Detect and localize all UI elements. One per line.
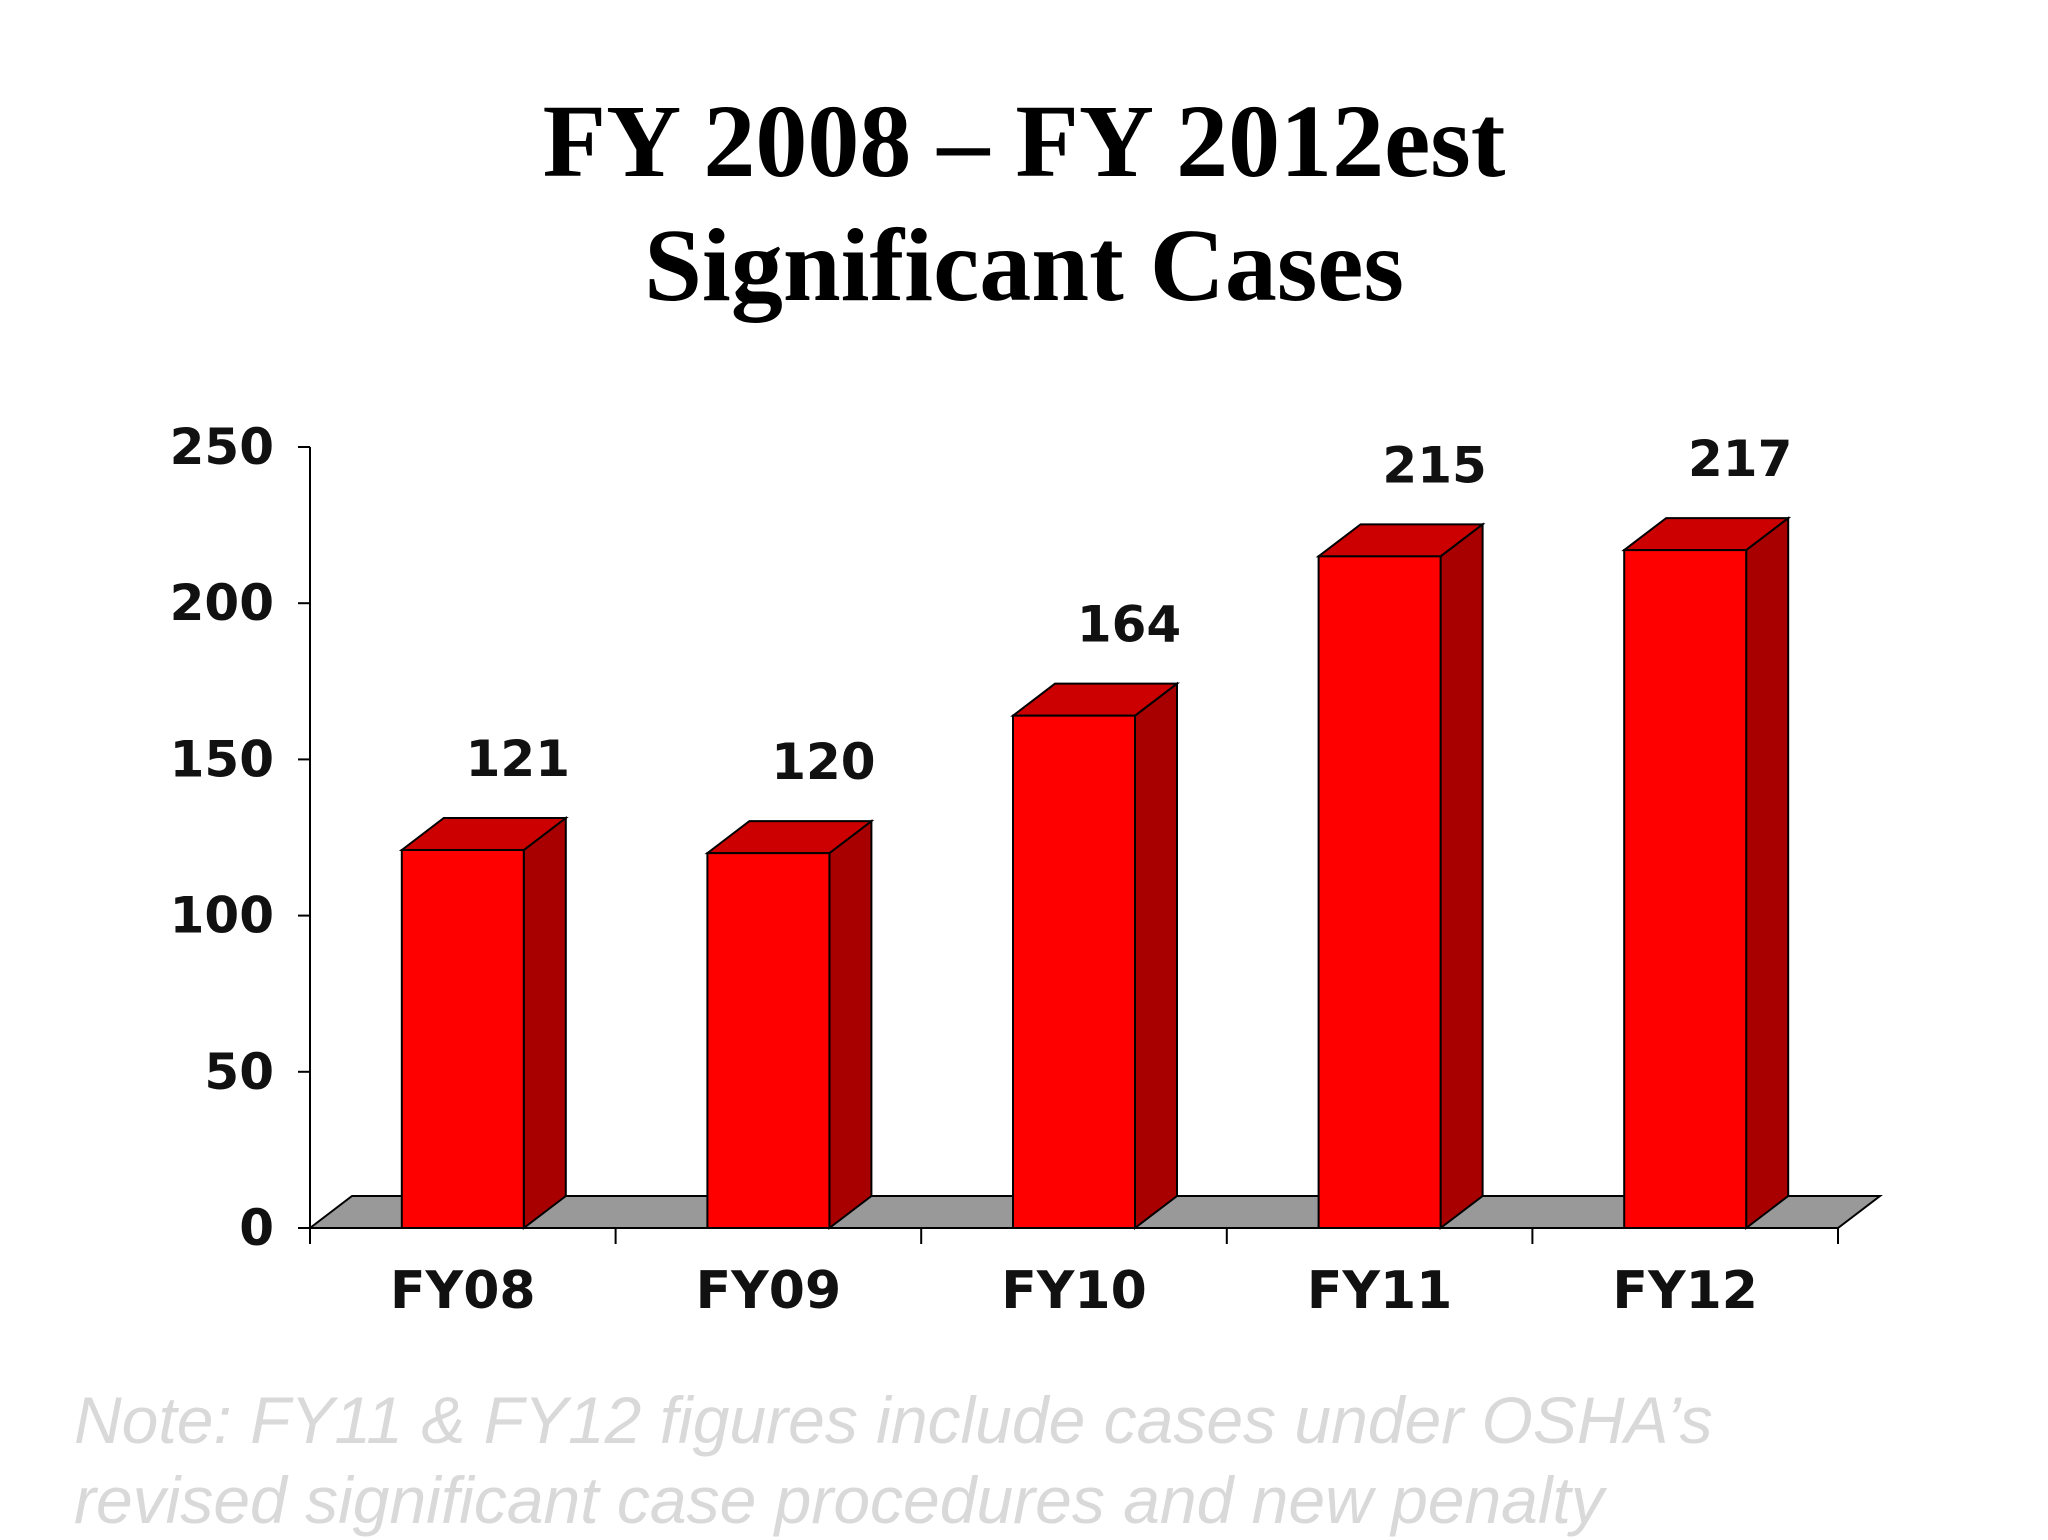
bar-fy12 [1621,516,1792,1231]
page-title: FY 2008 – FY 2012est Significant Cases [0,80,2048,328]
bar-front-face [1623,549,1748,1229]
y-tick-label: 150 [170,730,274,788]
bar-front-face [1012,714,1136,1229]
y-tick-label: 250 [170,418,274,476]
bar-fy08 [398,815,569,1231]
y-tick-label: 0 [239,1199,274,1257]
bar-side-face [522,815,567,1231]
bar-side-face [1134,681,1178,1231]
bar-front-face [400,848,525,1229]
bar-front-face [1317,555,1442,1229]
title-line-1: FY 2008 – FY 2012est [542,84,1506,199]
data-label: 215 [1382,436,1486,494]
footnote-line-1: Note: FY11 & FY12 figures include cases … [74,1383,1713,1457]
data-label: 121 [466,730,570,788]
x-tick-label: FY11 [1307,1261,1453,1321]
x-tick-label: FY09 [696,1261,842,1321]
bar-fy10 [1010,681,1180,1231]
bar-fy09 [704,819,875,1231]
bar-side-face [1745,516,1790,1231]
footnote: Note: FY11 & FY12 figures include cases … [74,1380,2024,1540]
x-tick-label: FY08 [390,1261,536,1321]
footnote-line-2: revised significant case procedures and … [74,1463,1604,1537]
title-line-2: Significant Cases [644,208,1404,323]
data-label: 164 [1077,596,1181,654]
x-tick-label: FY12 [1612,1261,1758,1321]
y-tick-label: 200 [170,574,274,632]
chart-labels-layer: 0 50 100 150 200 250 121 FY08 120 FY09 164 FY10 215 F… [170,418,1793,1321]
chart-bars-layer [398,516,1792,1231]
bar-fy11 [1315,522,1486,1231]
data-label: 120 [771,733,875,791]
bar-front-face [706,852,831,1229]
data-label: 217 [1688,430,1792,488]
x-tick-label: FY10 [1001,1261,1147,1321]
bar-side-face [828,819,873,1231]
bar-side-face [1439,522,1484,1231]
y-tick-label: 50 [204,1043,274,1101]
y-tick-label: 100 [170,887,274,945]
